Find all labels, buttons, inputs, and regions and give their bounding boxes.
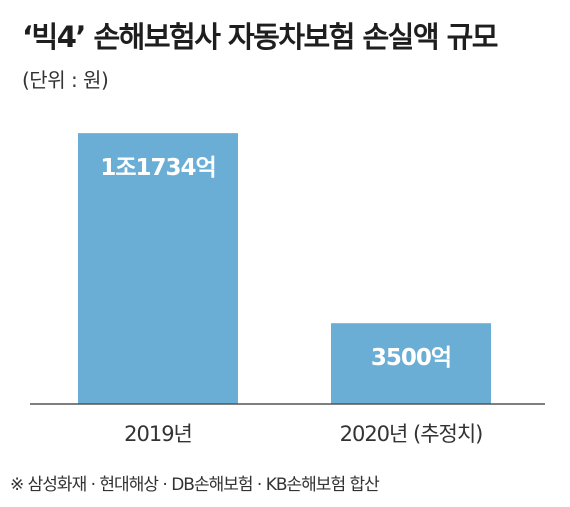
chart-title: ‘빅4’ 손해보험사 자동차보험 손실액 규모 [22, 20, 498, 54]
data-label-2: 3500억 [371, 345, 451, 371]
category-label-2: 2020년 (추정치) [340, 422, 483, 446]
category-label-1: 2019년 [124, 422, 192, 446]
data-label-1: 1조1734억 [100, 155, 215, 181]
labels-group: 1조1734억 2019년 3500억 2020년 (추정치) [100, 155, 483, 446]
bar-2 [331, 323, 491, 404]
bar-1 [78, 133, 238, 404]
source-note: ※ 삼성화재 · 현대해상 · DB손해보험 · KB손해보험 합산 [10, 475, 380, 495]
bars-group [78, 133, 491, 404]
unit-label: (단위 : 원) [22, 68, 109, 92]
